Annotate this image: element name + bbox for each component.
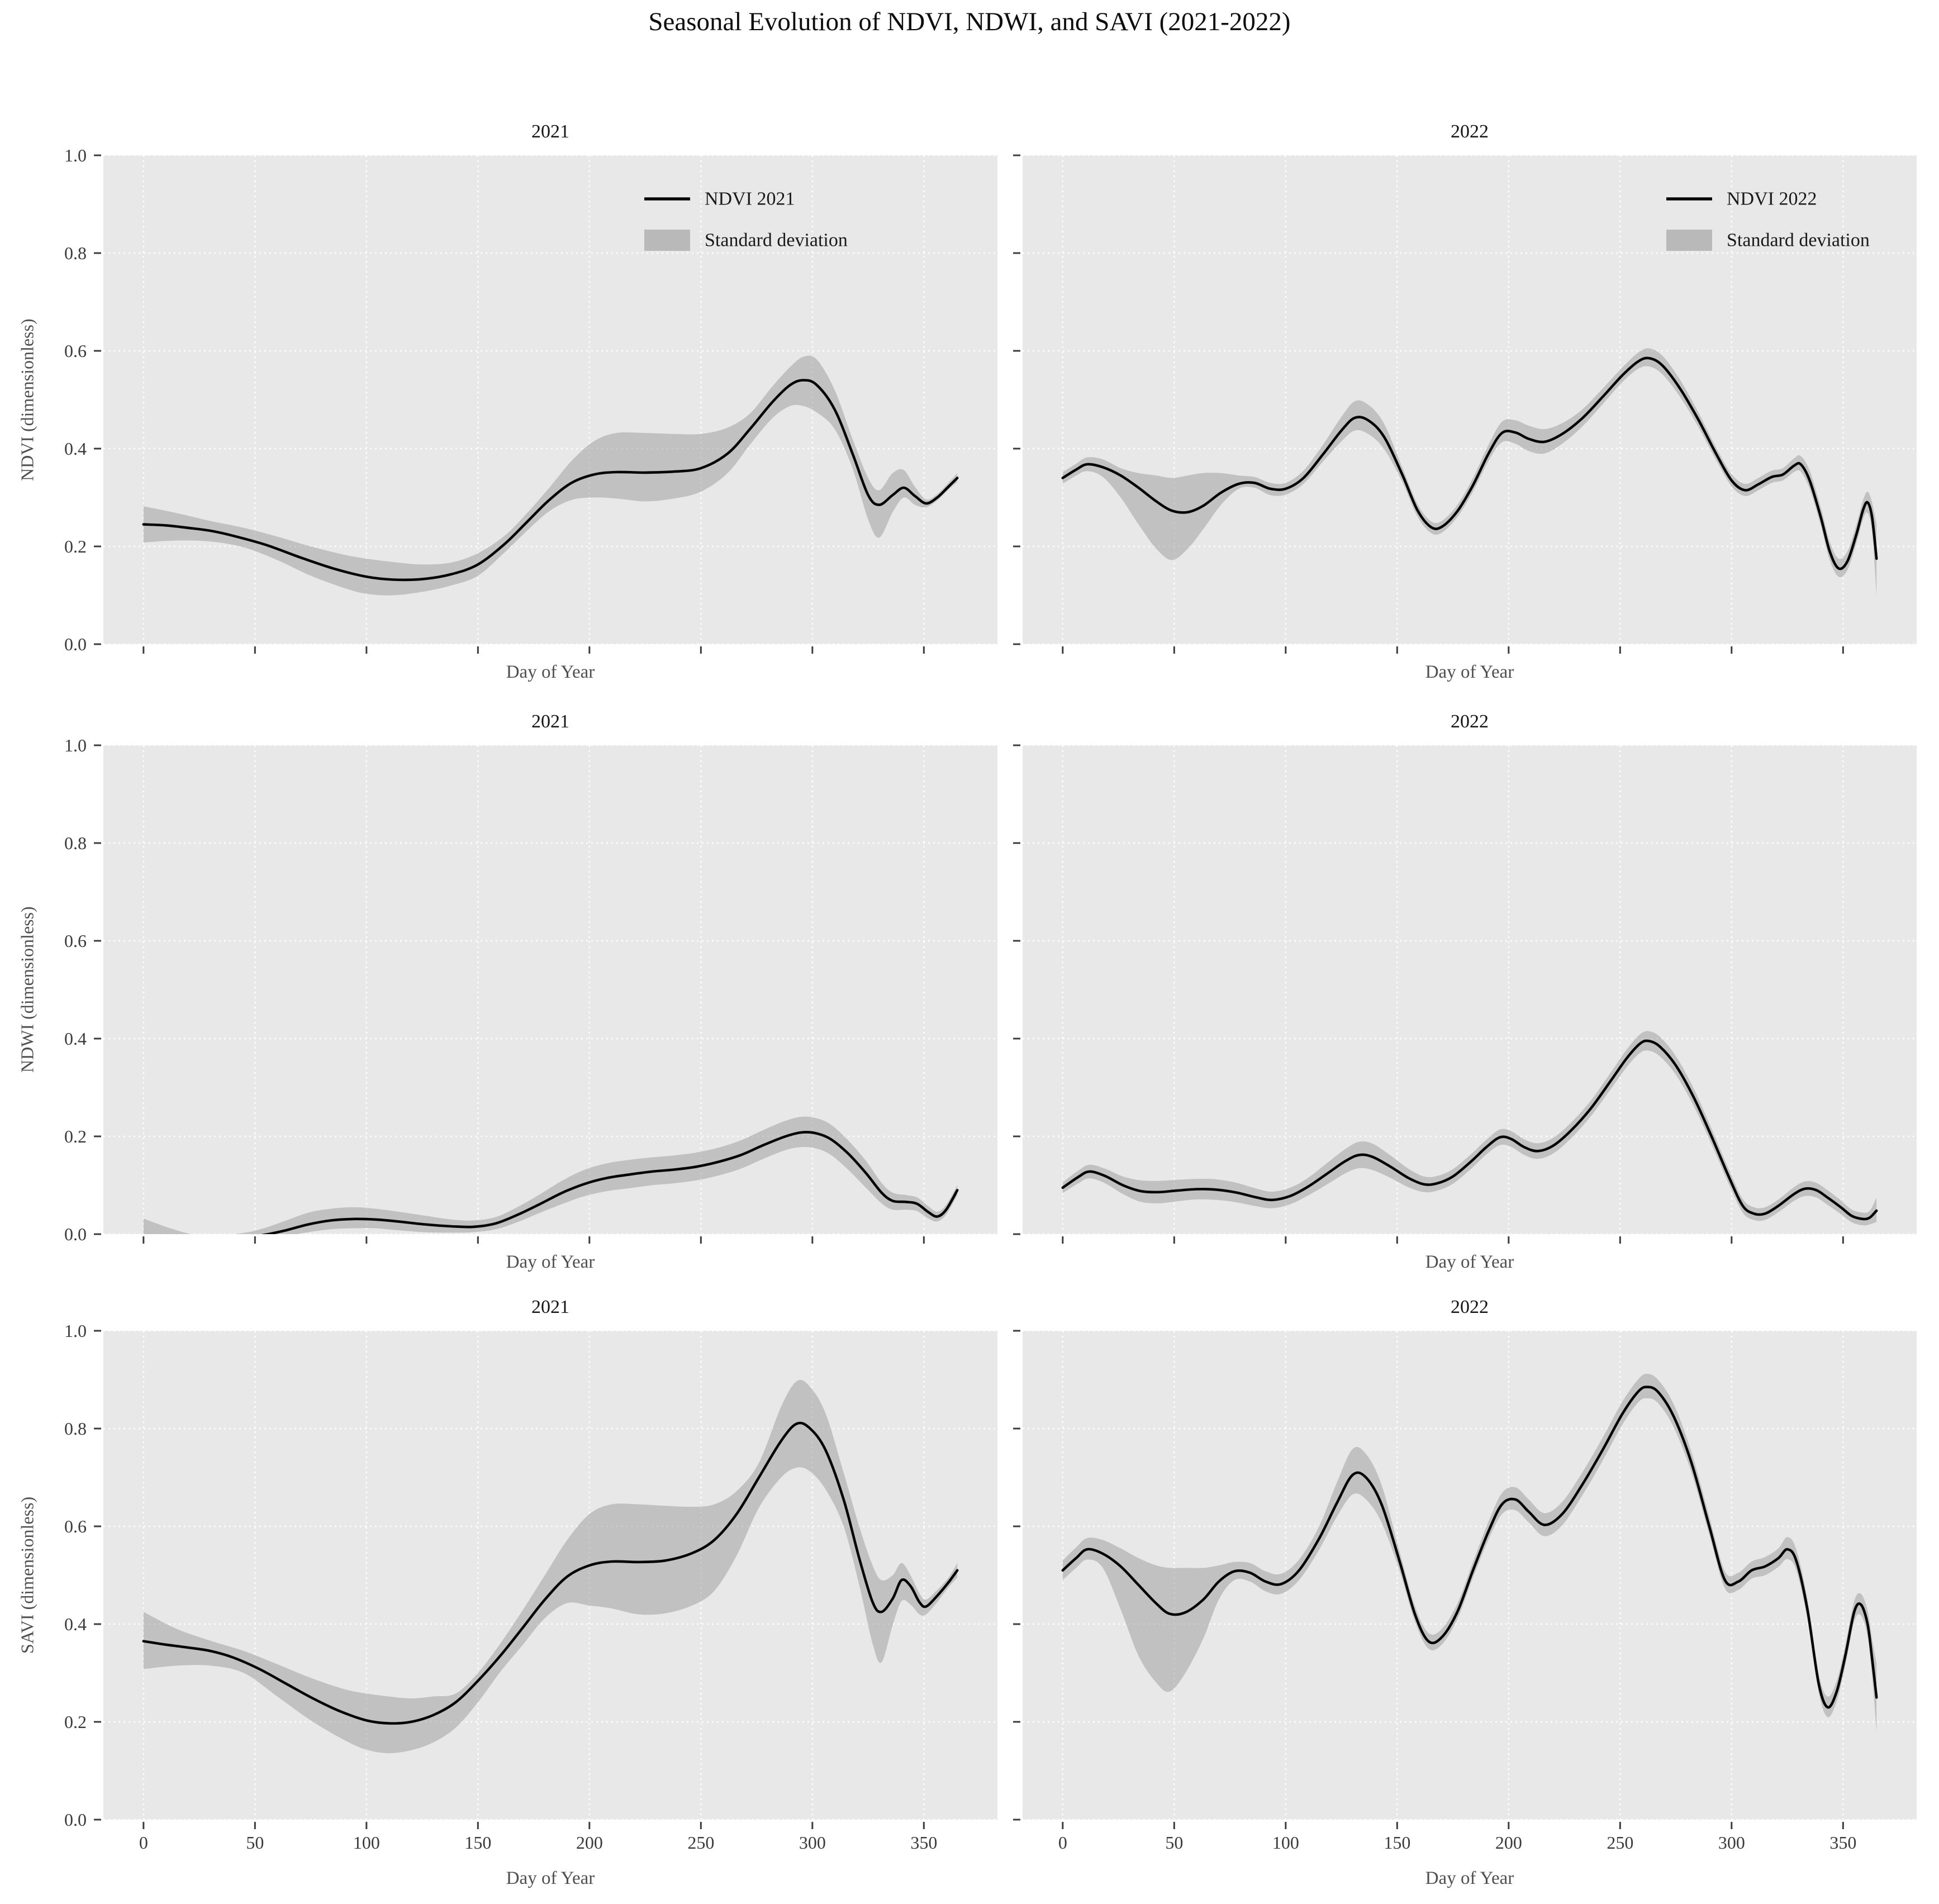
panel-title: 2021 — [531, 121, 569, 142]
x-tick-label: 200 — [576, 1832, 603, 1853]
mean-line — [1061, 1039, 1878, 1221]
x-axis-label: Day of Year — [506, 1252, 595, 1272]
y-axis-label — [934, 155, 959, 644]
tick-marks — [94, 154, 925, 654]
y-tick-label: 0.8 — [64, 833, 87, 853]
panel-title: 2021 — [531, 711, 569, 732]
legend: NDVI 2022 Standard deviation — [1666, 189, 1870, 251]
panel-ndwi-2022: 2022 Day of Year — [1013, 711, 1917, 1272]
gridlines — [103, 744, 997, 1235]
tick-marks — [94, 1330, 925, 1829]
legend-label: NDVI 2022 — [1727, 189, 1817, 210]
std-band — [143, 1116, 958, 1234]
y-tick-label: 0.8 — [64, 1419, 87, 1439]
y-tick-label: 0.6 — [64, 931, 87, 951]
panel-ndwi-2021: 2021 NDWI (dimensionless) 0.0 0.2 0.4 0.6 0.… — [17, 711, 997, 1272]
x-tick-label: 0 — [1058, 1832, 1067, 1853]
plot-background — [103, 155, 997, 644]
x-tick-label: 50 — [246, 1832, 264, 1853]
plot-ndvi-2021: 0.0 0.2 0.4 0.6 0.8 1.0 NDVI 2021 Standard devi… — [64, 145, 997, 654]
legend: NDVI 2021 Standard deviation — [644, 189, 848, 251]
x-tick-label: 100 — [1272, 1832, 1299, 1853]
y-tick-label: 0.2 — [64, 1712, 87, 1732]
plot-savi-2021: 0 50 100 150 200 250 300 350 0.0 0.2 0.4 0.6 0.8 1.0 — [64, 1321, 997, 1853]
y-axis-label: SAVI (dimensionless) — [17, 1496, 37, 1654]
y-tick-label: 1.0 — [64, 145, 87, 165]
panel-title: 2022 — [1451, 1297, 1489, 1317]
y-tick-labels: 0.0 0.2 0.4 0.6 0.8 1.0 — [64, 735, 87, 1244]
x-tick-label: 150 — [464, 1832, 491, 1853]
y-tick-label: 0.2 — [64, 536, 87, 556]
y-axis-label: NDVI (dimensionless) — [17, 318, 37, 481]
tick-marks — [1013, 154, 1844, 654]
y-tick-label: 0.8 — [64, 243, 87, 263]
panel-title: 2022 — [1451, 711, 1489, 732]
y-tick-label: 1.0 — [64, 1321, 87, 1341]
y-tick-labels: 0.0 0.2 0.4 0.6 0.8 1.0 — [64, 1321, 87, 1830]
x-axis-label: Day of Year — [506, 662, 595, 682]
x-tick-label: 100 — [353, 1832, 380, 1853]
plot-ndwi-2021: 0.0 0.2 0.4 0.6 0.8 1.0 — [64, 735, 997, 1244]
tick-marks — [1013, 1330, 1844, 1829]
std-band — [143, 355, 958, 596]
legend-patch-sample — [644, 230, 690, 251]
plot-savi-2022: 0 50 100 150 200 250 300 350 — [1013, 1330, 1917, 1853]
y-axis-label: NDWI (dimensionless) — [17, 906, 37, 1073]
plot-background — [1023, 155, 1917, 644]
panel-savi-2022: 2022 0 50 100 150 200 250 300 350 Day of Year — [1013, 1297, 1917, 1888]
y-tick-label: 0.0 — [64, 1224, 87, 1244]
x-axis-label: Day of Year — [1425, 1868, 1514, 1888]
y-tick-label: 0.2 — [64, 1126, 87, 1146]
panel-ndvi-2021: 2021 NDVI (dimensionless) 0.0 0.2 0.4 0.6 0.… — [17, 121, 997, 682]
y-axis-label — [934, 745, 959, 1234]
y-tick-label: 0.6 — [64, 1516, 87, 1536]
y-tick-label: 1.0 — [64, 735, 87, 755]
tick-marks — [1013, 744, 1844, 1244]
x-tick-label: 200 — [1495, 1832, 1522, 1853]
x-tick-label: 0 — [139, 1832, 148, 1853]
gridlines — [1023, 744, 1917, 1235]
x-tick-label: 250 — [687, 1832, 714, 1853]
std-band — [143, 1379, 958, 1754]
x-tick-labels: 0 50 100 150 200 250 300 350 — [139, 1832, 938, 1853]
mean-line — [261, 1131, 959, 1234]
panel-title: 2021 — [531, 1297, 569, 1317]
y-tick-label: 0.4 — [64, 439, 87, 459]
tick-marks — [94, 744, 925, 1244]
x-tick-label: 250 — [1607, 1832, 1633, 1853]
x-tick-label: 50 — [1165, 1832, 1183, 1853]
x-tick-label: 350 — [1829, 1832, 1856, 1853]
x-axis-label: Day of Year — [1425, 1252, 1514, 1272]
legend-label: Standard deviation — [705, 230, 848, 251]
x-tick-label: 350 — [910, 1832, 937, 1853]
plot-ndwi-2022 — [1013, 744, 1917, 1244]
mean-line — [142, 1421, 959, 1725]
x-tick-label: 300 — [799, 1832, 826, 1853]
y-tick-label: 0.4 — [64, 1614, 87, 1634]
plot-ndvi-2022: NDVI 2022 Standard deviation — [1013, 154, 1917, 654]
legend-label: NDVI 2021 — [705, 189, 795, 210]
x-tick-label: 150 — [1384, 1832, 1410, 1853]
x-tick-label: 300 — [1718, 1832, 1745, 1853]
y-tick-label: 0.0 — [64, 1810, 87, 1830]
legend-patch-sample — [1666, 230, 1712, 251]
x-axis-label: Day of Year — [506, 1868, 595, 1888]
panel-savi-2021: 2021 SAVI (dimensionless) 0 50 100 150 200 25… — [17, 1297, 997, 1888]
x-tick-labels: 0 50 100 150 200 250 300 350 — [1058, 1832, 1857, 1853]
panel-ndvi-2022: 2022 NDVI 2022 Standard deviation Day of … — [1013, 121, 1917, 682]
panel-title: 2022 — [1451, 121, 1489, 142]
legend-label: Standard deviation — [1727, 230, 1870, 251]
y-tick-label: 0.0 — [64, 634, 87, 654]
mean-line — [1061, 1386, 1878, 1709]
y-tick-label: 0.4 — [64, 1029, 87, 1049]
mean-line — [1061, 356, 1878, 570]
y-axis-label — [934, 1331, 959, 1820]
plot-background — [1023, 745, 1917, 1234]
x-axis-label: Day of Year — [1425, 662, 1514, 682]
y-tick-label: 0.6 — [64, 341, 87, 361]
figure-title: Seasonal Evolution of NDVI, NDWI, and SA… — [648, 7, 1291, 36]
y-tick-labels: 0.0 0.2 0.4 0.6 0.8 1.0 — [64, 145, 87, 654]
mean-line — [142, 379, 959, 582]
